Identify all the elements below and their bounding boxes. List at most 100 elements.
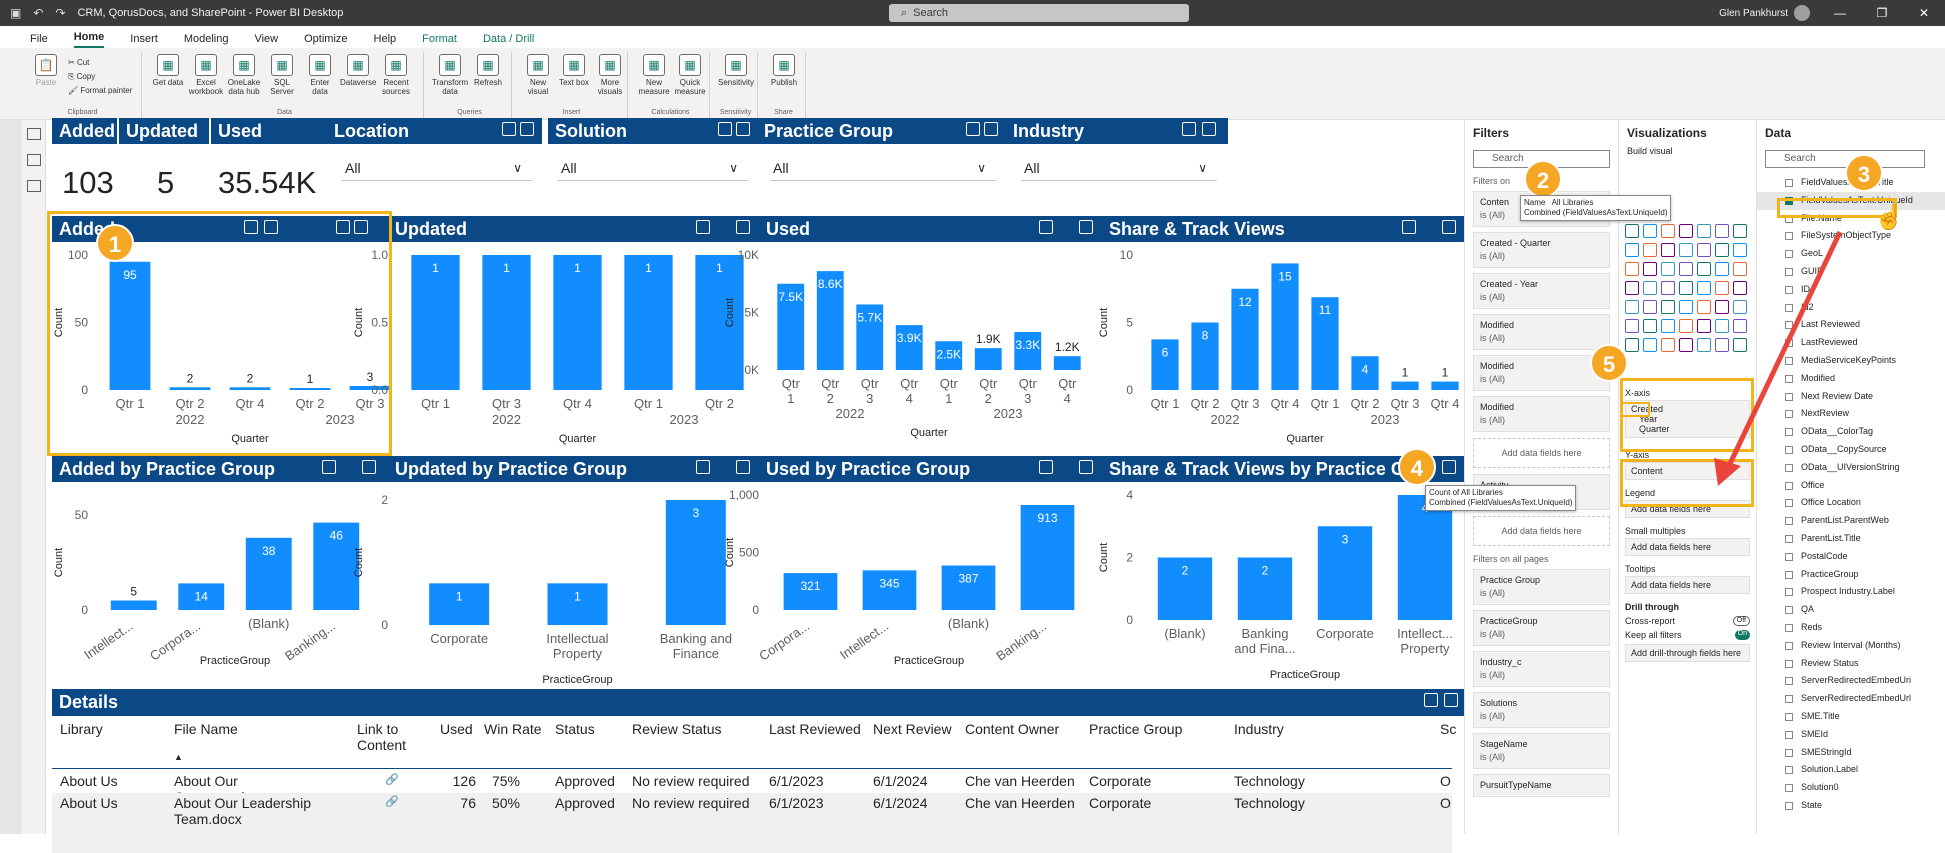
slicer-industry-dropdown[interactable]: All ∨ [1021,155,1217,181]
checkbox-icon[interactable] [1785,303,1793,312]
data-field[interactable]: MediaServiceKeyPoints [1757,352,1945,370]
quick-measure-button[interactable]: ▦ Quick measure [672,54,708,96]
visual-type-icon[interactable] [1661,319,1675,333]
data-field[interactable]: Office [1757,477,1945,495]
clear-filter-icon[interactable] [736,460,750,474]
data-field[interactable]: Review Status [1757,655,1945,673]
checkbox-icon[interactable] [1785,712,1793,721]
export-icon[interactable] [696,220,710,234]
column-header[interactable]: Next Review [873,721,952,737]
data-field[interactable]: QA [1757,601,1945,619]
checkbox-icon[interactable] [1785,641,1793,650]
visual-type-icon[interactable] [1733,281,1747,295]
sensitivity-button[interactable]: ▦ Sensitivity [718,54,754,87]
cross-report-toggle[interactable]: Cross-report Off [1625,616,1750,626]
slicer-practice-group-dropdown[interactable]: All ∨ [770,155,996,181]
visual-type-icon[interactable] [1643,300,1657,314]
clear-filter-icon[interactable] [1202,122,1216,136]
data-field[interactable]: OData__UIVersionString [1757,459,1945,477]
visual-type-icon[interactable] [1733,243,1747,257]
column-header[interactable]: Practice Group [1089,721,1183,737]
data-field[interactable]: GUID [1757,263,1945,281]
data-field[interactable]: ParentList.ParentWeb [1757,512,1945,530]
data-field[interactable]: Solution.Label [1757,761,1945,779]
column-header[interactable]: Sc [1440,721,1457,737]
more-visuals-button[interactable]: ▦ More visuals [592,54,628,96]
visual-type-icon[interactable] [1697,300,1711,314]
visual-type-icon[interactable] [1679,243,1693,257]
checkbox-icon[interactable] [1785,321,1793,330]
sql-server-button[interactable]: ▦ SQL Server [264,54,300,96]
data-field[interactable]: SMEStringId [1757,744,1945,762]
bar[interactable] [289,388,331,390]
visual-type-icon[interactable] [1625,281,1639,295]
onelake-data-hub-button[interactable]: ▦ OneLake data hub [226,54,262,96]
data-field[interactable]: OData__CopySource [1757,441,1945,459]
bar[interactable] [783,573,838,610]
visual-type-icon[interactable] [1661,224,1675,238]
visual-type-icon[interactable] [1625,243,1639,257]
visual-type-icon[interactable] [1661,300,1675,314]
column-header[interactable]: Last Reviewed [769,721,861,737]
export-icon[interactable] [1402,220,1416,234]
column-header[interactable]: File Name [174,721,238,737]
visual-type-icon[interactable] [1697,243,1711,257]
clear-filter-icon[interactable] [1444,693,1458,707]
checkbox-icon[interactable] [1785,588,1793,597]
data-field[interactable]: OData__ColorTag [1757,423,1945,441]
bar[interactable] [1311,297,1339,390]
column-header[interactable]: Industry [1234,721,1284,737]
table-view-icon[interactable] [26,154,41,166]
bar[interactable] [1191,322,1219,391]
visual-type-icon[interactable] [1625,224,1639,238]
text-box-button[interactable]: ▦ Text box [556,54,592,87]
tab-optimize[interactable]: Optimize [304,33,348,45]
checkbox-icon[interactable] [1785,677,1793,686]
tooltips-well[interactable]: Add data fields here [1625,576,1750,594]
minimize-button[interactable]: — [1834,6,1846,20]
bar[interactable] [1157,557,1213,621]
user-account[interactable]: Glen Pankhurst [1719,5,1810,21]
visual-type-icon[interactable] [1733,224,1747,238]
bar[interactable] [665,500,726,625]
title-search-box[interactable]: ⌕ Search [889,4,1189,22]
visual-type-icon[interactable] [1679,338,1693,352]
visual-type-icon[interactable] [1643,319,1657,333]
data-field[interactable]: Modified [1757,370,1945,388]
visual-type-icon[interactable] [1661,243,1675,257]
filter-card[interactable]: StageName is (All) [1473,733,1610,769]
checkbox-icon[interactable] [1785,623,1793,632]
copy-button[interactable]: ⎘ Copy [68,72,96,81]
tab-help[interactable]: Help [373,33,397,45]
checkbox-icon[interactable] [1785,410,1793,419]
checkbox-icon[interactable] [1785,784,1793,793]
visual-type-icon[interactable] [1679,281,1693,295]
column-header[interactable]: Content Owner [965,721,1060,737]
new-visual-button[interactable]: ▦ New visual [520,54,556,96]
visual-type-icon[interactable] [1715,319,1729,333]
bar[interactable] [110,600,157,611]
tab-view[interactable]: View [254,33,279,45]
export-icon[interactable] [502,122,516,136]
filter-card[interactable]: Industry_c is (All) [1473,651,1610,687]
checkbox-icon[interactable] [1785,463,1793,472]
visual-type-icon[interactable] [1679,300,1693,314]
bar[interactable] [941,565,996,610]
cut-button[interactable]: ✂ Cut [68,58,90,67]
visual-type-icon[interactable] [1679,319,1693,333]
tab-format[interactable]: Format [422,33,457,45]
clear-filter-icon[interactable] [1079,460,1093,474]
checkbox-icon[interactable] [1785,445,1793,454]
checkbox-icon[interactable] [1785,534,1793,543]
bar[interactable] [1431,381,1459,390]
close-button[interactable]: ✕ [1918,6,1930,20]
data-field[interactable]: State [1757,797,1945,815]
data-field[interactable]: GeoL [1757,245,1945,263]
export-icon[interactable] [696,460,710,474]
visual-type-icon[interactable] [1697,319,1711,333]
bar[interactable] [349,385,391,390]
add-data-fields-drop[interactable]: Add data fields here [1473,516,1610,546]
column-header[interactable]: Used [440,721,473,737]
bar[interactable] [429,583,490,625]
add-data-fields-drop[interactable]: Add data fields here [1473,438,1610,468]
